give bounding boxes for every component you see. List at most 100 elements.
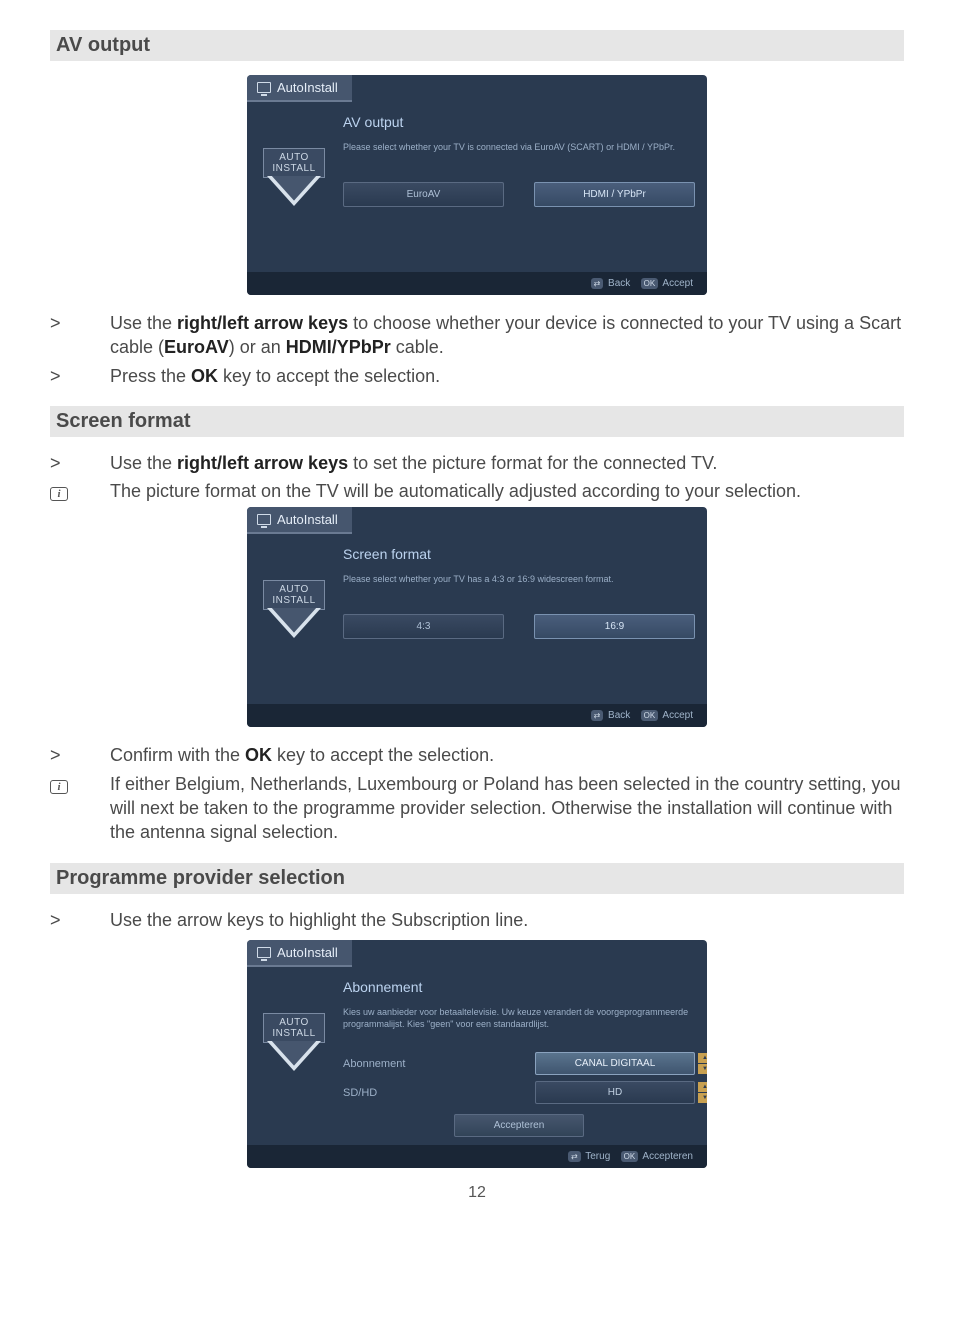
badge-line2: INSTALL	[272, 595, 315, 606]
list-item: i If either Belgium, Netherlands, Luxemb…	[50, 772, 904, 845]
instruction-text: Press the OK key to accept the selection…	[110, 364, 904, 388]
section-header-av-output: AV output	[50, 30, 904, 61]
abonnement-value[interactable]: CANAL DIGITAAL ▲ ▼	[535, 1052, 695, 1075]
sf-instruction-list-bottom: > Confirm with the OK key to accept the …	[50, 743, 904, 844]
instruction-text: The picture format on the TV will be aut…	[110, 479, 904, 503]
spin-up-icon[interactable]: ▲	[698, 1053, 707, 1064]
spinner-icon[interactable]: ▲ ▼	[698, 1082, 707, 1103]
ok-key-icon: OK	[641, 710, 659, 721]
instruction-text: Use the right/left arrow keys to set the…	[110, 451, 904, 475]
badge-line1: AUTO	[279, 152, 309, 163]
instruction-text: If either Belgium, Netherlands, Luxembou…	[110, 772, 904, 845]
auto-install-badge: AUTO INSTALL	[259, 546, 329, 696]
instruction-text: Confirm with the OK key to accept the se…	[110, 743, 904, 767]
info-icon: i	[50, 780, 68, 794]
option-row: 4:3 16:9	[343, 614, 695, 639]
av-instruction-list: > Use the right/left arrow keys to choos…	[50, 311, 904, 388]
tab-label: AutoInstall	[277, 512, 338, 527]
page: AV output AutoInstall AUTO INSTALL AV ou…	[0, 0, 954, 1222]
dialog-description: Please select whether your TV has a 4:3 …	[343, 574, 695, 586]
instruction-text: Use the right/left arrow keys to choose …	[110, 311, 904, 360]
badge-arrow-icon	[267, 608, 321, 638]
marker-gt: >	[50, 311, 110, 360]
footer-back-label: Back	[608, 710, 630, 721]
section-header-screen-format: Screen format	[50, 406, 904, 437]
screenshot-footer: ⇄ Terug OK Accepteren	[247, 1145, 707, 1168]
auto-install-badge: AUTO INSTALL	[259, 114, 329, 264]
option-row: EuroAV HDMI / YPbPr	[343, 182, 695, 207]
list-item: > Use the right/left arrow keys to set t…	[50, 451, 904, 475]
list-item: > Confirm with the OK key to accept the …	[50, 743, 904, 767]
abonnement-label: Abonnement	[343, 1058, 535, 1070]
screenshot-av-output: AutoInstall AUTO INSTALL AV output Pleas…	[247, 75, 707, 295]
footer-accept-label: Accepteren	[642, 1151, 693, 1162]
tab-label: AutoInstall	[277, 80, 338, 95]
dialog-title: Screen format	[343, 546, 695, 562]
spinner-icon[interactable]: ▲ ▼	[698, 1053, 707, 1074]
swap-key-icon: ⇄	[591, 710, 604, 721]
list-item: > Use the right/left arrow keys to choos…	[50, 311, 904, 360]
badge-arrow-icon	[267, 176, 321, 206]
screenshot-footer: ⇄ Back OK Accept	[247, 704, 707, 727]
spin-up-icon[interactable]: ▲	[698, 1082, 707, 1093]
badge-line1: AUTO	[279, 584, 309, 595]
sdhd-row: SD/HD HD ▲ ▼	[343, 1081, 695, 1104]
screenshot-content: AV output Please select whether your TV …	[343, 114, 695, 264]
footer-back-label: Back	[608, 278, 630, 289]
ok-key-icon: OK	[621, 1151, 639, 1162]
marker-gt: >	[50, 908, 110, 932]
marker-gt: >	[50, 451, 110, 475]
dialog-description: Kies uw aanbieder voor betaaltelevisie. …	[343, 1007, 695, 1030]
list-item: > Use the arrow keys to highlight the Su…	[50, 908, 904, 932]
instruction-text: Use the arrow keys to highlight the Subs…	[110, 908, 904, 932]
autoinstall-tab: AutoInstall	[247, 75, 352, 102]
ratio-4-3-button[interactable]: 4:3	[343, 614, 504, 639]
spin-down-icon[interactable]: ▼	[698, 1064, 707, 1074]
auto-install-badge: AUTO INSTALL	[259, 979, 329, 1137]
tab-label: AutoInstall	[277, 945, 338, 960]
dialog-title: AV output	[343, 114, 695, 130]
screenshot-content: Screen format Please select whether your…	[343, 546, 695, 696]
screenshot-body: AUTO INSTALL Screen format Please select…	[247, 534, 707, 704]
sf-instruction-list-top: > Use the right/left arrow keys to set t…	[50, 451, 904, 504]
screenshot-screen-format: AutoInstall AUTO INSTALL Screen format P…	[247, 507, 707, 727]
page-number: 12	[50, 1184, 904, 1202]
abonnement-row: Abonnement CANAL DIGITAAL ▲ ▼	[343, 1052, 695, 1075]
screenshot-body: AUTO INSTALL Abonnement Kies uw aanbiede…	[247, 967, 707, 1145]
info-icon: i	[50, 487, 68, 501]
footer-accept-label: Accept	[662, 278, 693, 289]
spin-down-icon[interactable]: ▼	[698, 1093, 707, 1103]
dialog-title: Abonnement	[343, 979, 695, 995]
footer-accept-label: Accept	[662, 710, 693, 721]
marker-info: i	[50, 479, 110, 503]
screenshot-footer: ⇄ Back OK Accept	[247, 272, 707, 295]
sdhd-value[interactable]: HD ▲ ▼	[535, 1081, 695, 1104]
swap-key-icon: ⇄	[591, 278, 604, 289]
pp-instruction-list: > Use the arrow keys to highlight the Su…	[50, 908, 904, 932]
ok-key-icon: OK	[641, 278, 659, 289]
autoinstall-tab: AutoInstall	[247, 940, 352, 967]
hdmi-ypbpr-button[interactable]: HDMI / YPbPr	[534, 182, 695, 207]
sdhd-label: SD/HD	[343, 1087, 535, 1099]
badge-line2: INSTALL	[272, 1028, 315, 1039]
list-item: > Press the OK key to accept the selecti…	[50, 364, 904, 388]
euroav-button[interactable]: EuroAV	[343, 182, 504, 207]
marker-info: i	[50, 772, 110, 845]
monitor-icon	[257, 82, 271, 93]
screenshot-content: Abonnement Kies uw aanbieder voor betaal…	[343, 979, 695, 1137]
monitor-icon	[257, 947, 271, 958]
accepteren-button[interactable]: Accepteren	[454, 1114, 584, 1137]
footer-back-label: Terug	[585, 1151, 610, 1162]
marker-gt: >	[50, 743, 110, 767]
screenshot-body: AUTO INSTALL AV output Please select whe…	[247, 102, 707, 272]
autoinstall-tab: AutoInstall	[247, 507, 352, 534]
swap-key-icon: ⇄	[568, 1151, 581, 1162]
screenshot-programme-provider: AutoInstall AUTO INSTALL Abonnement Kies…	[247, 940, 707, 1168]
monitor-icon	[257, 514, 271, 525]
ratio-16-9-button[interactable]: 16:9	[534, 614, 695, 639]
section-header-programme-provider: Programme provider selection	[50, 863, 904, 894]
badge-line2: INSTALL	[272, 163, 315, 174]
dialog-description: Please select whether your TV is connect…	[343, 142, 695, 154]
badge-line1: AUTO	[279, 1017, 309, 1028]
marker-gt: >	[50, 364, 110, 388]
